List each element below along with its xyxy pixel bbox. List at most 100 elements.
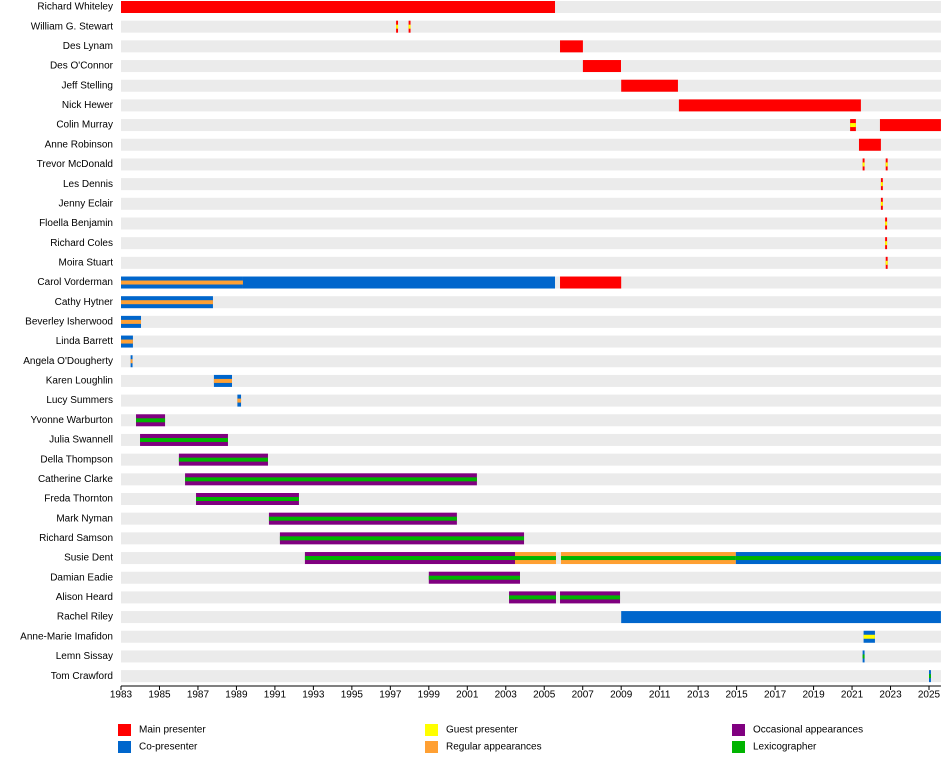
bar [621,79,678,92]
bar [560,276,622,289]
row-background [121,512,941,525]
row-background [121,493,941,505]
bar-stripe [121,300,213,305]
bar-stripe [929,674,931,679]
row-label: Rachel Riley [57,612,113,623]
bar-stripe [178,457,268,462]
bar-stripe [304,556,515,561]
bar-stripe [880,182,883,187]
bar-stripe [121,339,133,344]
row-label: Richard Samson [39,533,113,544]
x-tick-label: 2025 [918,690,941,701]
row-background [121,178,941,191]
row-background [121,296,941,309]
row-label: Anne-Marie Imafidon [20,631,113,642]
row-label: Tom Crawford [51,671,113,682]
bar [879,119,941,132]
row-background [121,433,941,446]
bar-stripe [735,556,941,561]
row-label: Susie Dent [64,553,113,564]
legend-label: Occasional appearances [753,725,863,736]
row-background [121,532,941,545]
bar-stripe [396,24,399,29]
bar-stripe [130,359,133,364]
bar-stripe [885,260,888,265]
bar-stripe [885,162,888,167]
bar-stripe [560,556,736,561]
legend-swatch [425,724,438,736]
bar-stripe [885,241,888,246]
bar-stripe [514,556,556,561]
bar-stripe [885,221,888,226]
bar-stripe [850,123,856,128]
row-label: Des O'Connor [50,61,114,72]
bar-stripe [509,595,556,600]
x-tick-label: 2015 [725,690,748,701]
row-background [121,374,941,387]
x-tick-label: 1999 [418,690,441,701]
bar-stripe [862,654,865,659]
row-background [121,256,941,269]
bar [582,60,621,73]
row-label: Yvonne Warburton [31,415,113,426]
bar-stripe [863,634,875,639]
x-tick-label: 1997 [379,690,402,701]
row-background [121,453,941,466]
legend-label: Guest presenter [446,725,518,736]
bar [678,99,861,112]
row-label: Alison Heard [56,592,113,603]
x-tick-label: 1985 [148,690,171,701]
row-label: Jenny Eclair [59,198,114,209]
bar-stripe [560,595,621,600]
row-background [121,315,941,328]
row-background [121,20,941,33]
row-label: Della Thompson [40,454,113,465]
row-label: Carol Vorderman [37,277,113,288]
x-tick-label: 2019 [802,690,825,701]
row-label: Angela O'Dougherty [23,356,113,367]
row-label: Freda Thornton [44,494,113,505]
row-background [121,119,941,132]
bar-stripe [121,280,243,285]
x-tick-label: 2007 [572,690,595,701]
bar [858,138,881,151]
legend-label: Co-presenter [139,742,198,753]
row-label: Richard Coles [50,238,113,249]
row-label: Trevor McDonald [37,159,113,170]
row-label: Nick Hewer [62,100,114,111]
row-label: Floella Benjamin [39,218,113,229]
bar-stripe [880,201,883,206]
row-label: Damian Eadie [50,572,113,583]
row-background [121,414,941,427]
bar-stripe [196,497,299,501]
x-tick-label: 2021 [841,690,864,701]
row-background [121,79,941,92]
bar [621,611,941,624]
row-label: Colin Murray [56,120,113,131]
row-label: Lucy Summers [46,395,113,406]
legend-swatch [118,741,131,753]
legend-label: Regular appearances [446,742,542,753]
bar-stripe [213,378,233,383]
x-tick-label: 1983 [110,690,133,701]
bar-stripe [185,477,477,482]
row-label: Mark Nyman [56,513,113,524]
row-background [121,40,941,53]
bar [560,40,583,53]
x-tick-label: 1993 [302,690,325,701]
row-label: Jeff Stelling [61,80,113,91]
x-tick-label: 2013 [687,690,710,701]
row-background [121,355,941,368]
row-background [121,138,941,151]
bar-stripe [428,575,520,580]
row-background [121,217,941,230]
row-background [121,670,941,683]
legend-label: Main presenter [139,725,206,736]
bar-stripe [279,536,525,541]
row-label: Beverley Isherwood [25,317,113,328]
x-tick-label: 2001 [456,690,479,701]
row-background [121,394,941,407]
legend-swatch [732,724,745,736]
row-background [121,571,941,584]
